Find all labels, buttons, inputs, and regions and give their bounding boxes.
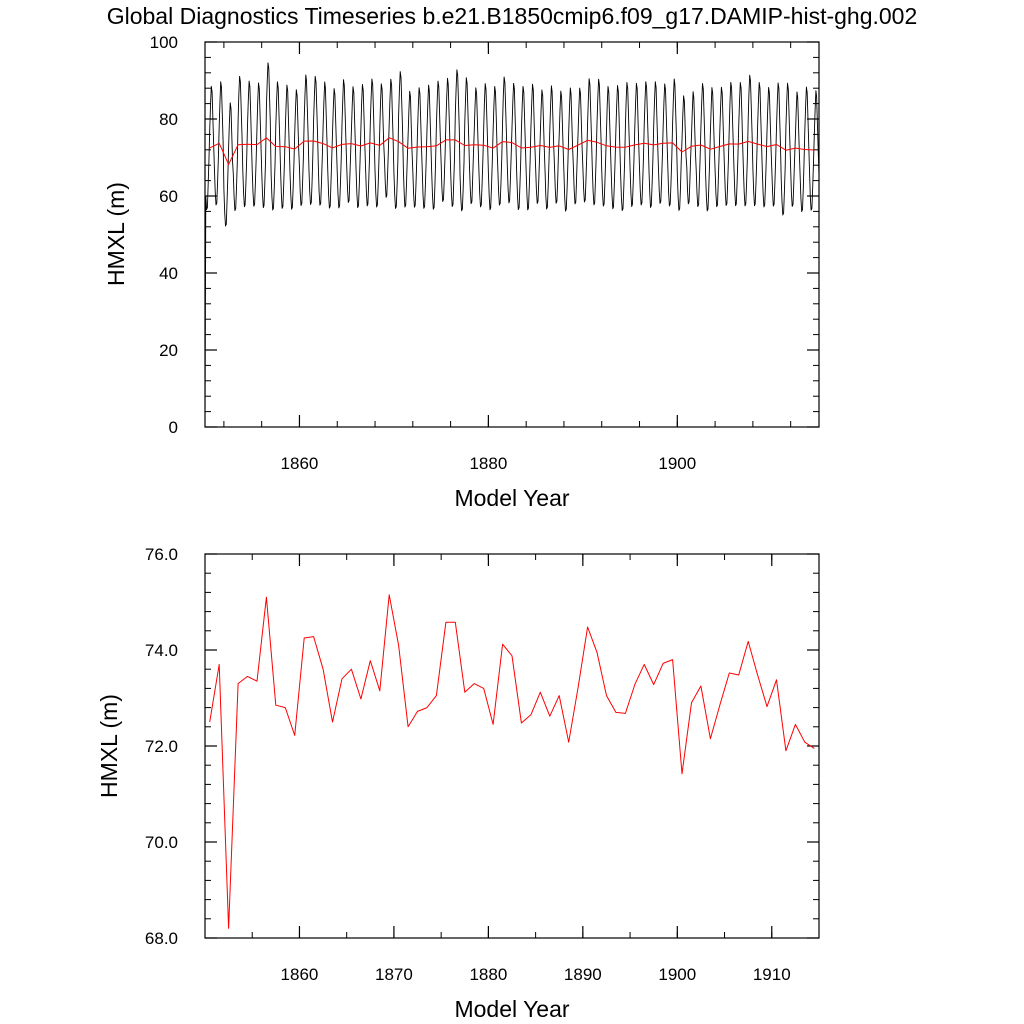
x-tick-label: 1880 [469, 965, 507, 984]
monthly-series-line [205, 62, 819, 427]
x-tick-label: 1890 [564, 965, 602, 984]
top-panel-x-axis-label: Model Year [454, 485, 569, 511]
x-tick-label: 1880 [469, 454, 507, 473]
figure-title: Global Diagnostics Timeseries b.e21.B185… [107, 3, 918, 29]
x-tick-label: 1900 [658, 454, 696, 473]
y-tick-label: 70.0 [145, 833, 178, 852]
y-tick-label: 60 [159, 187, 178, 206]
bottom-panel-x-axis-label: Model Year [454, 996, 569, 1022]
y-tick-label: 74.0 [145, 641, 178, 660]
y-tick-label: 80 [159, 110, 178, 129]
x-tick-label: 1910 [753, 965, 791, 984]
top-panel-y-axis-label: HMXL (m) [103, 182, 129, 286]
plot-frame [204, 41, 820, 428]
y-tick-label: 72.0 [145, 737, 178, 756]
y-tick-label: 0 [169, 418, 178, 437]
y-tick-label: 20 [159, 341, 178, 360]
y-tick-label: 68.0 [145, 929, 178, 948]
x-tick-label: 1900 [658, 965, 696, 984]
bottom-panel-hmxl-annual-mean: HMXL (m) Model Year 1860 1870 1880 1890 1900… [96, 545, 820, 1022]
y-tick-label: 40 [159, 264, 178, 283]
plot-frame [204, 553, 820, 939]
x-tick-label: 1870 [375, 965, 413, 984]
annual-mean-series-line [209, 594, 815, 929]
bottom-panel-y-axis-label: HMXL (m) [96, 694, 122, 798]
y-tick-label: 76.0 [145, 545, 178, 564]
annual-mean-series-line [209, 137, 815, 165]
x-tick-label: 1860 [281, 454, 319, 473]
top-panel-hmxl-timeseries: HMXL (m) Model Year 1860 1880 1900 0 20 40 60 8… [103, 33, 820, 511]
y-tick-label: 100 [150, 33, 178, 52]
x-tick-label: 1860 [281, 965, 319, 984]
